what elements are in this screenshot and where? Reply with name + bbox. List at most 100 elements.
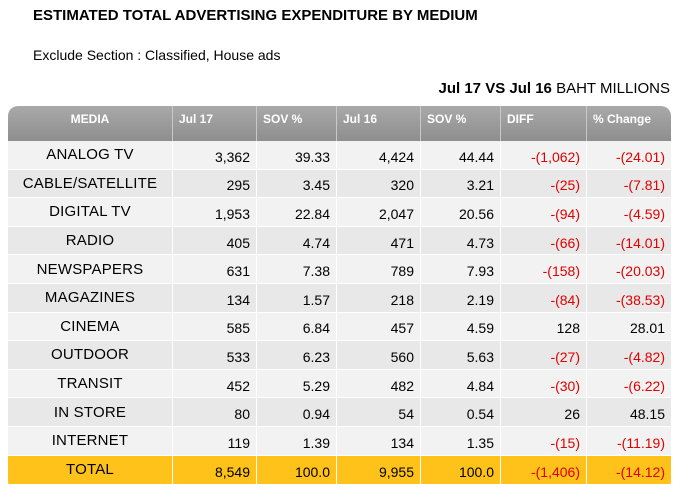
cell-diff: -(15) [501, 426, 587, 456]
cell-sov-jul16: 3.21 [421, 169, 501, 199]
header-sov-jul17: SOV % [257, 106, 337, 141]
cell-sov-jul17: 1.39 [257, 426, 337, 456]
cell-sov-jul17: 0.94 [257, 398, 337, 427]
cell-sov-jul16: 7.93 [421, 255, 501, 284]
cell-sov-jul17: 6.23 [257, 341, 337, 370]
cell-jul17: 631 [173, 255, 257, 284]
cell-sov-jul17: 3.45 [257, 169, 337, 199]
cell-media: IN STORE [8, 398, 173, 427]
table-row: TRANSIT 452 5.29 482 4.84 -(30) -(6.22) [8, 369, 671, 399]
cell-jul17: 295 [173, 169, 257, 199]
table-row: INTERNET 119 1.39 134 1.35 -(15) -(11.19) [8, 426, 671, 456]
cell-sov-jul17: 6.84 [257, 312, 337, 342]
report-title: ESTIMATED TOTAL ADVERTISING EXPENDITURE … [33, 7, 478, 24]
cell-jul17: 80 [173, 398, 257, 427]
cell-jul16: 471 [337, 226, 421, 256]
cell-sov-jul17: 7.38 [257, 255, 337, 284]
cell-jul17: 3,362 [173, 141, 257, 170]
cell-jul17: 1,953 [173, 198, 257, 227]
cell-media: RADIO [8, 226, 173, 256]
cell-sov-jul16: 5.63 [421, 341, 501, 370]
expenditure-table: MEDIA Jul 17 SOV % Jul 16 SOV % DIFF % C… [8, 106, 671, 485]
cell-jul16: 218 [337, 283, 421, 313]
cell-pct-change: -(11.19) [587, 426, 671, 456]
cell-sov-jul16: 2.19 [421, 283, 501, 313]
cell-jul16: 560 [337, 341, 421, 370]
cell-pct-change: -(24.01) [587, 141, 671, 170]
cell-pct-change: -(6.22) [587, 369, 671, 399]
cell-diff: -(1,062) [501, 141, 587, 170]
cell-jul16: 457 [337, 312, 421, 342]
cell-pct-change: -(14.01) [587, 226, 671, 256]
expenditure-table-container: MEDIA Jul 17 SOV % Jul 16 SOV % DIFF % C… [8, 106, 671, 491]
table-row: CABLE/SATELLITE 295 3.45 320 3.21 -(25) -(7.81… [8, 169, 671, 199]
cell-diff: 26 [501, 398, 587, 427]
cell-pct-change: -(20.03) [587, 255, 671, 284]
cell-media: DIGITAL TV [8, 198, 173, 227]
cell-jul17: 452 [173, 369, 257, 399]
cell-diff: 128 [501, 312, 587, 342]
cell-sov-jul16: 0.54 [421, 398, 501, 427]
header-jul16: Jul 16 [337, 106, 421, 141]
cell-media: CINEMA [8, 312, 173, 342]
cell-media: CABLE/SATELLITE [8, 169, 173, 199]
cell-pct-change: -(7.81) [587, 169, 671, 199]
cell-media: OUTDOOR [8, 341, 173, 370]
cell-diff: -(158) [501, 255, 587, 284]
table-body: ANALOG TV 3,362 39.33 4,424 44.44 -(1,062) -(2… [8, 141, 671, 485]
cell-sov-jul17: 5.29 [257, 369, 337, 399]
cell-media: MAGAZINES [8, 283, 173, 313]
cell-jul16: 320 [337, 169, 421, 199]
cell-diff: -(94) [501, 198, 587, 227]
cell-jul17: 405 [173, 226, 257, 256]
table-row: IN STORE 80 0.94 54 0.54 26 48.15 [8, 398, 671, 427]
cell-jul16: 482 [337, 369, 421, 399]
table-row: NEWSPAPERS 631 7.38 789 7.93 -(158) -(20.03) [8, 255, 671, 284]
cell-sov-jul17: 4.74 [257, 226, 337, 256]
cell-media: TRANSIT [8, 369, 173, 399]
table-row: RADIO 405 4.74 471 4.73 -(66) -(14.01) [8, 226, 671, 256]
cell-sov-jul16: 20.56 [421, 198, 501, 227]
cell-jul16: 54 [337, 398, 421, 427]
cell-diff: -(27) [501, 341, 587, 370]
header-pct-change: % Change [587, 106, 671, 141]
cell-sov-jul17: 22.84 [257, 198, 337, 227]
cell-jul16: 9,955 [337, 455, 421, 485]
table-row: MAGAZINES 134 1.57 218 2.19 -(84) -(38.53) [8, 283, 671, 313]
cell-pct-change: 28.01 [587, 312, 671, 342]
cell-sov-jul17: 39.33 [257, 141, 337, 170]
header-diff: DIFF [501, 106, 587, 141]
table-row: DIGITAL TV 1,953 22.84 2,047 20.56 -(94) -(4.5… [8, 198, 671, 227]
cell-jul17: 585 [173, 312, 257, 342]
cell-diff: -(1,406) [501, 455, 587, 485]
cell-pct-change: -(14.12) [587, 455, 671, 485]
cell-pct-change: -(38.53) [587, 283, 671, 313]
cell-sov-jul16: 1.35 [421, 426, 501, 456]
cell-diff: -(25) [501, 169, 587, 199]
header-media: MEDIA [8, 106, 173, 141]
cell-sov-jul17: 100.0 [257, 455, 337, 485]
cell-sov-jul16: 4.59 [421, 312, 501, 342]
cell-sov-jul16: 44.44 [421, 141, 501, 170]
period-label: Jul 17 VS Jul 16 BAHT MILLIONS [439, 80, 671, 97]
cell-media: TOTAL [8, 455, 173, 485]
period-unit: BAHT MILLIONS [556, 80, 670, 97]
cell-jul17: 119 [173, 426, 257, 456]
cell-sov-jul16: 4.84 [421, 369, 501, 399]
total-row: TOTAL 8,549 100.0 9,955 100.0 -(1,406) -(14.12… [8, 455, 671, 485]
cell-media: NEWSPAPERS [8, 255, 173, 284]
table-row: ANALOG TV 3,362 39.33 4,424 44.44 -(1,062) -(2… [8, 141, 671, 170]
cell-media: ANALOG TV [8, 141, 173, 170]
cell-diff: -(66) [501, 226, 587, 256]
report-subtitle: Exclude Section : Classified, House ads [33, 47, 281, 63]
cell-jul17: 8,549 [173, 455, 257, 485]
cell-media: INTERNET [8, 426, 173, 456]
cell-jul16: 789 [337, 255, 421, 284]
cell-jul16: 2,047 [337, 198, 421, 227]
cell-sov-jul16: 100.0 [421, 455, 501, 485]
cell-jul16: 134 [337, 426, 421, 456]
cell-sov-jul17: 1.57 [257, 283, 337, 313]
cell-sov-jul16: 4.73 [421, 226, 501, 256]
cell-pct-change: 48.15 [587, 398, 671, 427]
cell-pct-change: -(4.82) [587, 341, 671, 370]
